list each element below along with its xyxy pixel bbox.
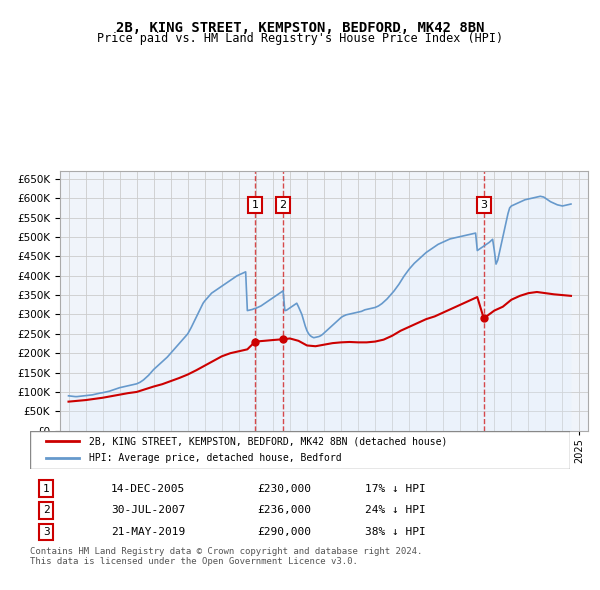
Text: 38% ↓ HPI: 38% ↓ HPI (365, 527, 425, 537)
Text: 2B, KING STREET, KEMPSTON, BEDFORD, MK42 8BN (detached house): 2B, KING STREET, KEMPSTON, BEDFORD, MK42… (89, 437, 448, 447)
Text: £230,000: £230,000 (257, 484, 311, 493)
Text: 2B, KING STREET, KEMPSTON, BEDFORD, MK42 8BN: 2B, KING STREET, KEMPSTON, BEDFORD, MK42… (116, 21, 484, 35)
Text: Contains HM Land Registry data © Crown copyright and database right 2024.
This d: Contains HM Land Registry data © Crown c… (30, 547, 422, 566)
Text: 2: 2 (43, 505, 50, 515)
Text: 1: 1 (43, 484, 50, 493)
Text: Price paid vs. HM Land Registry's House Price Index (HPI): Price paid vs. HM Land Registry's House … (97, 32, 503, 45)
Text: £236,000: £236,000 (257, 505, 311, 515)
Text: 14-DEC-2005: 14-DEC-2005 (111, 484, 185, 493)
Text: 2: 2 (279, 200, 286, 210)
FancyBboxPatch shape (30, 431, 570, 469)
Text: 3: 3 (480, 200, 487, 210)
Text: 17% ↓ HPI: 17% ↓ HPI (365, 484, 425, 493)
Text: 24% ↓ HPI: 24% ↓ HPI (365, 505, 425, 515)
Text: 1: 1 (251, 200, 259, 210)
Text: 3: 3 (43, 527, 50, 537)
Text: £290,000: £290,000 (257, 527, 311, 537)
Text: HPI: Average price, detached house, Bedford: HPI: Average price, detached house, Bedf… (89, 453, 342, 463)
Text: 21-MAY-2019: 21-MAY-2019 (111, 527, 185, 537)
Text: 30-JUL-2007: 30-JUL-2007 (111, 505, 185, 515)
